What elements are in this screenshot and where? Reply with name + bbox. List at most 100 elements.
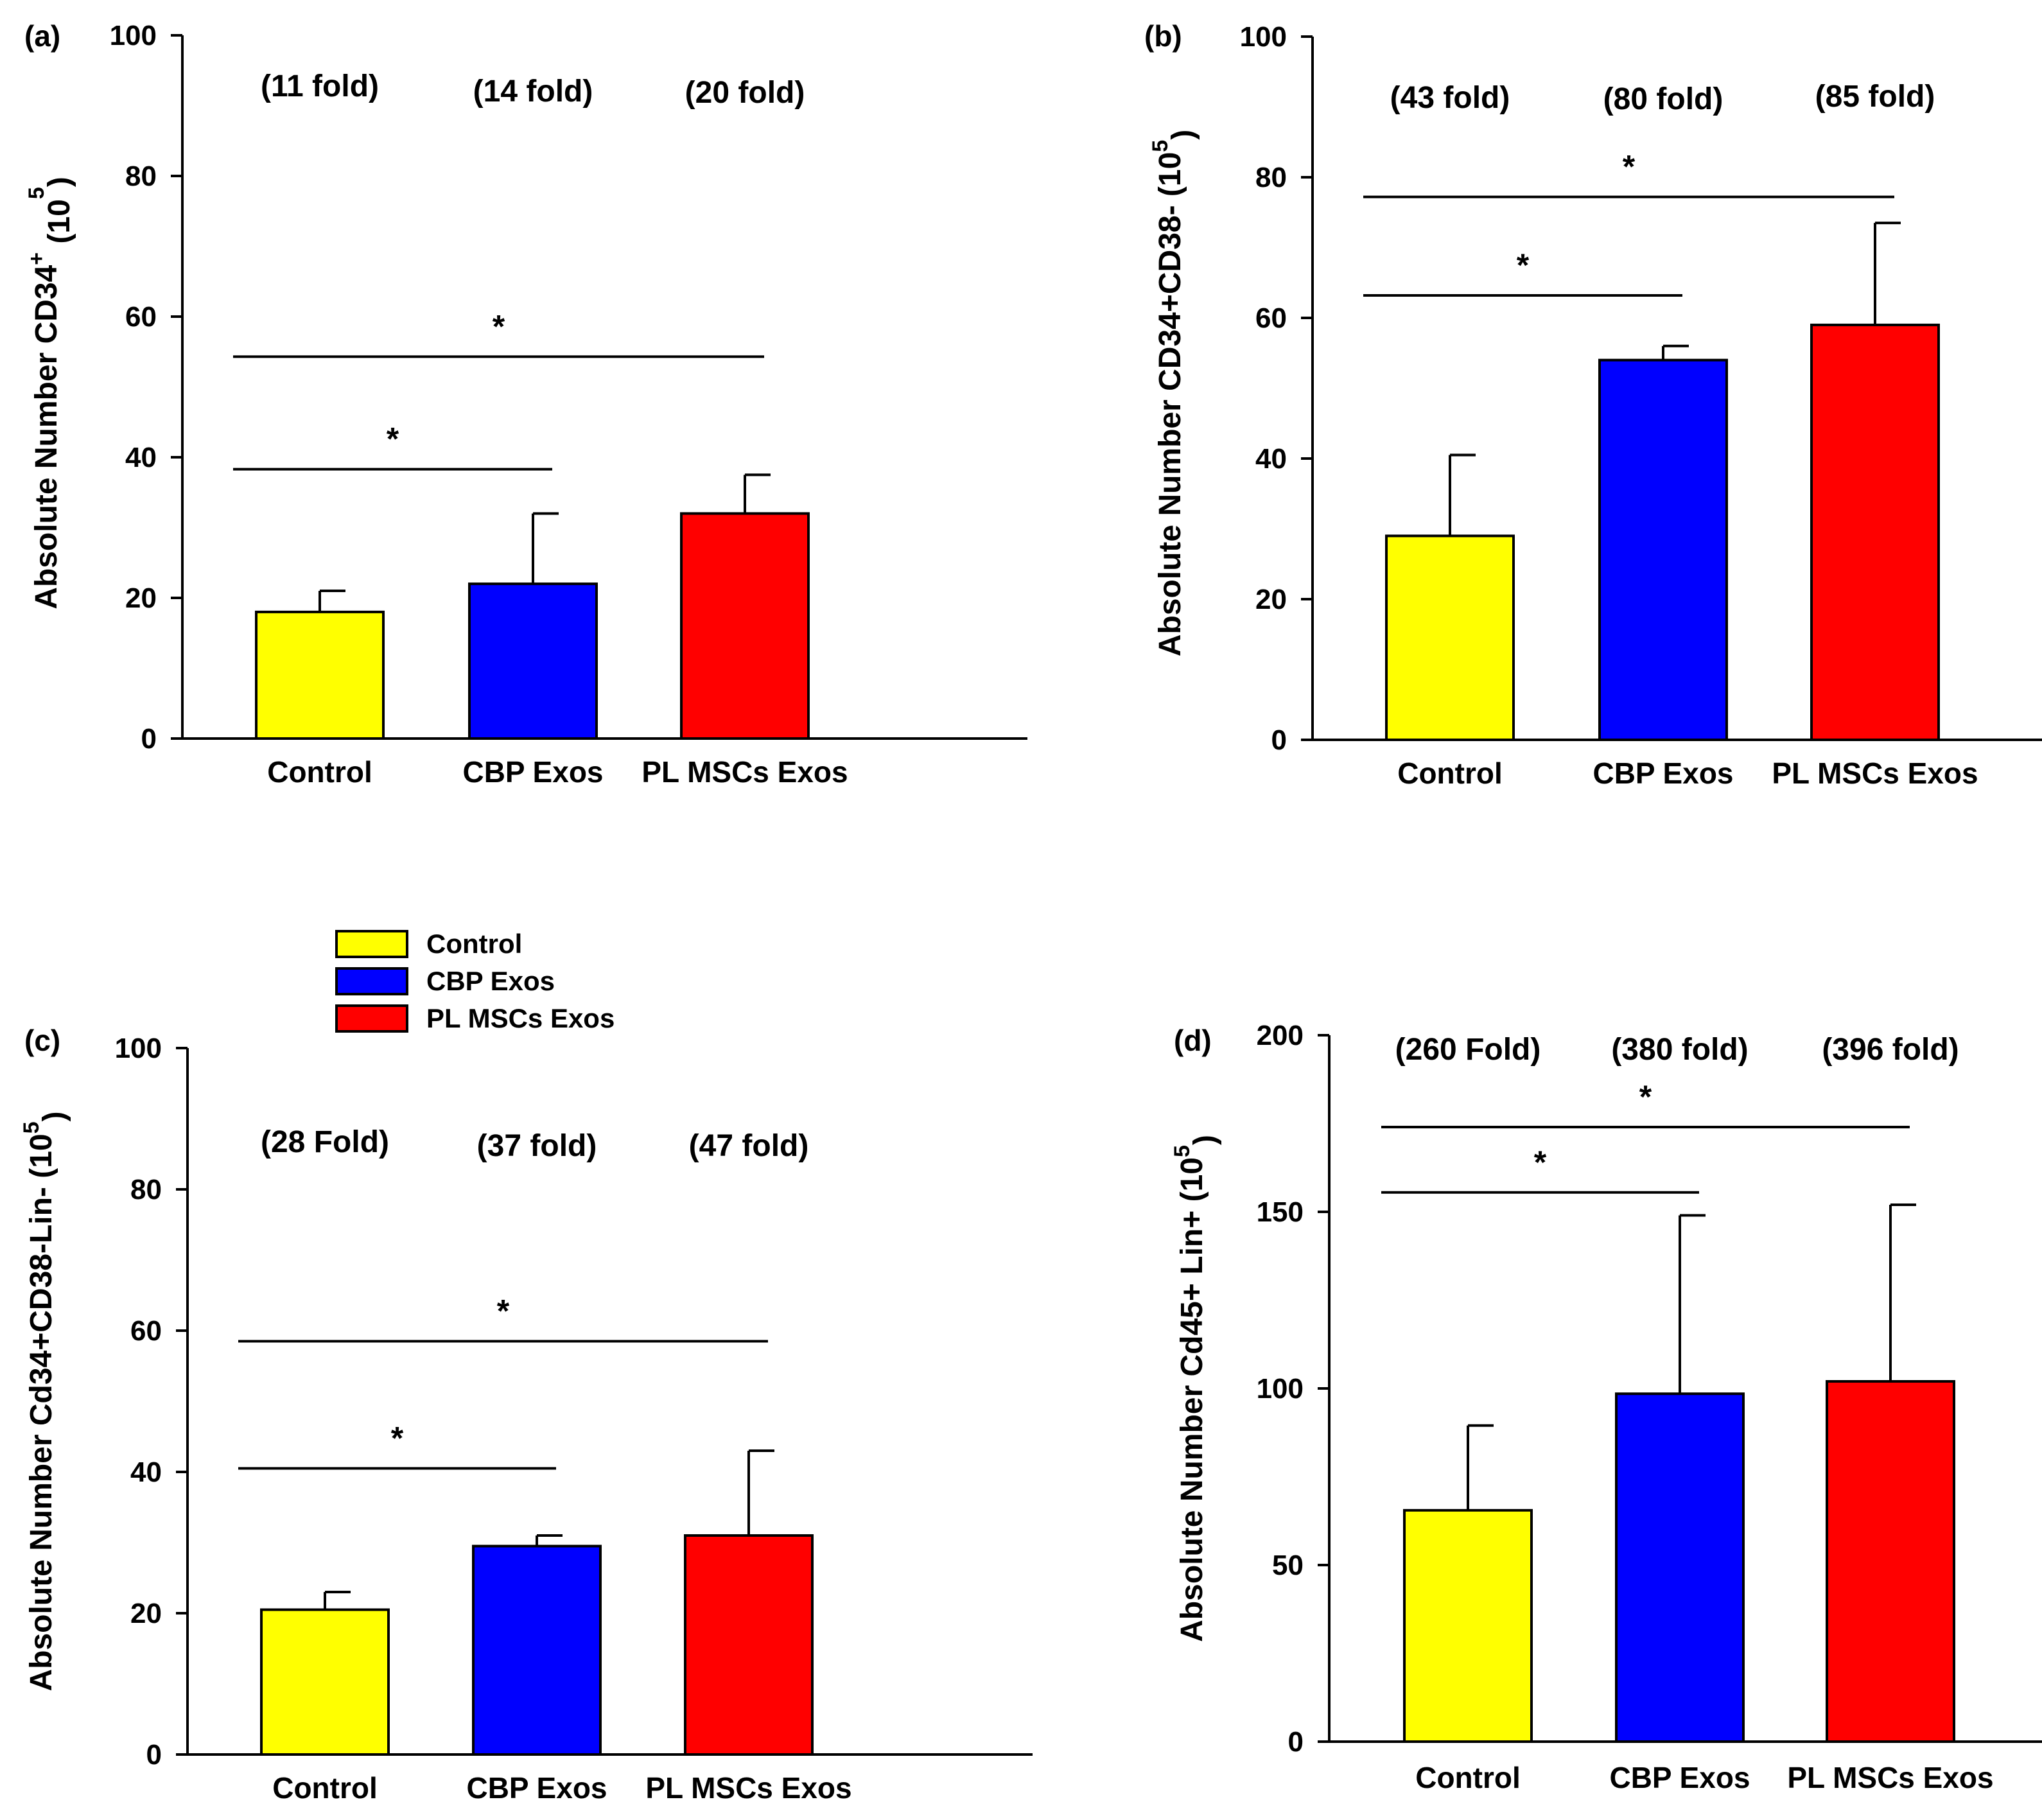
y-tick-label: 20 <box>130 1598 162 1629</box>
chart-panel-c: (c) 0 20 40 60 80 100 Absolute Number Cd34+CD38… <box>19 1024 1033 1805</box>
y-tick-label: 60 <box>125 301 157 333</box>
fold-change-label: (11 fold) <box>261 69 379 103</box>
legend-swatch-pl-mscs-exos <box>335 1004 408 1033</box>
significance-star: * <box>391 1421 404 1457</box>
y-axis-label: Absolute Number Cd34+CD38-Lin- (105) <box>19 1111 71 1691</box>
bar-cbp-exos <box>1615 1392 1745 1743</box>
bar-control <box>1385 534 1515 741</box>
y-tick-label: 100 <box>110 20 157 51</box>
bar-cbp-exos <box>1598 358 1728 741</box>
x-tick-label: PL MSCs Exos <box>641 755 848 789</box>
bar-pl-mscs-exos <box>680 512 810 740</box>
fold-change-label: (80 fold) <box>1603 82 1723 116</box>
x-tick-label: CBP Exos <box>1609 1761 1750 1794</box>
y-tick-label: 80 <box>125 161 157 192</box>
y-tick-label: 80 <box>1255 162 1287 193</box>
y-axis-label-part: (10 <box>42 199 76 252</box>
y-tick-label: 150 <box>1257 1196 1304 1228</box>
chart-panel-b: (b) 0 20 40 60 80 100 Absolute Number CD34+CD38… <box>1144 19 2042 790</box>
bar-pl-mscs-exos <box>1810 323 1940 741</box>
panel-label: (a) <box>24 19 60 53</box>
y-axis-label: Absolute Number CD34+ (105) <box>24 177 76 609</box>
y-tick-label: 40 <box>130 1457 162 1488</box>
y-axis-label-part: Absolute Number Cd45+ Lin+ (10 <box>1175 1157 1209 1642</box>
legend: Control CBP Exos PL MSCs Exos <box>335 929 615 1033</box>
fold-change-label: (43 fold) <box>1390 81 1510 115</box>
panel-label: (b) <box>1144 19 1182 53</box>
legend-label: PL MSCs Exos <box>426 1003 615 1033</box>
x-tick-label: CBP Exos <box>1593 757 1733 790</box>
panel-label: (c) <box>24 1024 60 1057</box>
y-axis-label-part: 5 <box>1148 140 1173 152</box>
significance-star: * <box>1639 1079 1652 1115</box>
significance-star: * <box>1517 247 1530 283</box>
fold-change-label: (396 fold) <box>1822 1033 1959 1067</box>
y-tick-label: 60 <box>130 1315 162 1347</box>
y-tick-label: 0 <box>141 723 157 755</box>
x-tick-label: Control <box>267 755 372 789</box>
x-tick-label: Control <box>1415 1761 1521 1794</box>
x-tick-label: PL MSCs Exos <box>1772 757 1978 790</box>
bar-pl-mscs-exos <box>1826 1380 1955 1743</box>
legend-label: CBP Exos <box>426 966 555 996</box>
legend-swatch-cbp-exos <box>335 967 408 995</box>
fold-change-label: (47 fold) <box>689 1129 809 1163</box>
y-tick-label: 20 <box>125 582 157 614</box>
y-tick-label: 100 <box>115 1033 162 1064</box>
y-axis-label: Absolute Number Cd45+ Lin+ (105) <box>1170 1135 1222 1642</box>
fold-change-label: (85 fold) <box>1815 80 1935 114</box>
y-axis-label-part: ) <box>1166 130 1200 140</box>
y-tick-label: 200 <box>1257 1020 1304 1051</box>
legend-swatch-control <box>335 930 408 958</box>
y-axis-label-part: ) <box>37 1111 71 1121</box>
chart-panel-a: (a) 0 20 40 60 80 100 Absolute Number CD34+ (10… <box>24 19 1027 789</box>
significance-star: * <box>1623 149 1636 185</box>
y-axis-label-part: + <box>24 252 49 265</box>
y-axis-label: Absolute Number CD34+CD38- (105) <box>1148 130 1200 656</box>
y-axis-label-part: 5 <box>19 1121 44 1133</box>
fold-change-label: (260 Fold) <box>1395 1033 1541 1067</box>
y-tick-label: 20 <box>1255 584 1287 615</box>
y-tick-label: 80 <box>130 1174 162 1205</box>
y-axis-label-part: 5 <box>24 187 49 199</box>
fold-change-label: (14 fold) <box>473 74 593 109</box>
fold-change-label: (37 fold) <box>477 1129 597 1163</box>
bar-pl-mscs-exos <box>684 1534 814 1756</box>
significance-star: * <box>1534 1144 1547 1180</box>
y-axis-label-part: Absolute Number CD34 <box>30 265 64 609</box>
y-axis-label-part: Absolute Number CD34+CD38- (10 <box>1153 152 1187 657</box>
y-axis-label-part: ) <box>42 177 76 187</box>
chart-panel-d: (d) 0 50 100 150 200 Absolute Number Cd45+ Lin… <box>1170 1020 2042 1794</box>
x-tick-label: Control <box>1397 757 1503 790</box>
bar-control <box>255 610 385 740</box>
significance-star: * <box>387 421 399 457</box>
x-tick-label: CBP Exos <box>466 1771 607 1805</box>
x-tick-label: PL MSCs Exos <box>1787 1761 1993 1794</box>
significance-star: * <box>493 308 505 344</box>
y-tick-label: 0 <box>1271 724 1287 756</box>
y-axis-label-part: Absolute Number Cd34+CD38-Lin- (10 <box>24 1133 58 1691</box>
y-axis-label-part: ) <box>1188 1135 1222 1145</box>
y-tick-label: 40 <box>125 442 157 473</box>
y-tick-label: 0 <box>1288 1726 1304 1758</box>
y-tick-label: 50 <box>1272 1550 1304 1581</box>
y-tick-label: 40 <box>1255 443 1287 475</box>
bar-cbp-exos <box>472 1544 602 1756</box>
y-tick-label: 100 <box>1240 21 1287 53</box>
x-tick-label: CBP Exos <box>462 755 603 789</box>
bar-control <box>1403 1509 1533 1743</box>
x-tick-label: PL MSCs Exos <box>645 1771 851 1805</box>
bar-control <box>260 1608 390 1756</box>
panel-label: (d) <box>1174 1024 1212 1057</box>
legend-label: Control <box>426 929 522 959</box>
bar-cbp-exos <box>468 582 598 740</box>
x-tick-label: Control <box>272 1771 378 1805</box>
y-tick-label: 60 <box>1255 302 1287 334</box>
y-tick-label: 100 <box>1257 1373 1304 1404</box>
y-tick-label: 0 <box>146 1739 162 1771</box>
y-axis-label-part: 5 <box>1170 1145 1194 1157</box>
fold-change-label: (380 fold) <box>1611 1033 1748 1067</box>
fold-change-label: (28 Fold) <box>261 1125 389 1159</box>
significance-star: * <box>497 1293 510 1329</box>
